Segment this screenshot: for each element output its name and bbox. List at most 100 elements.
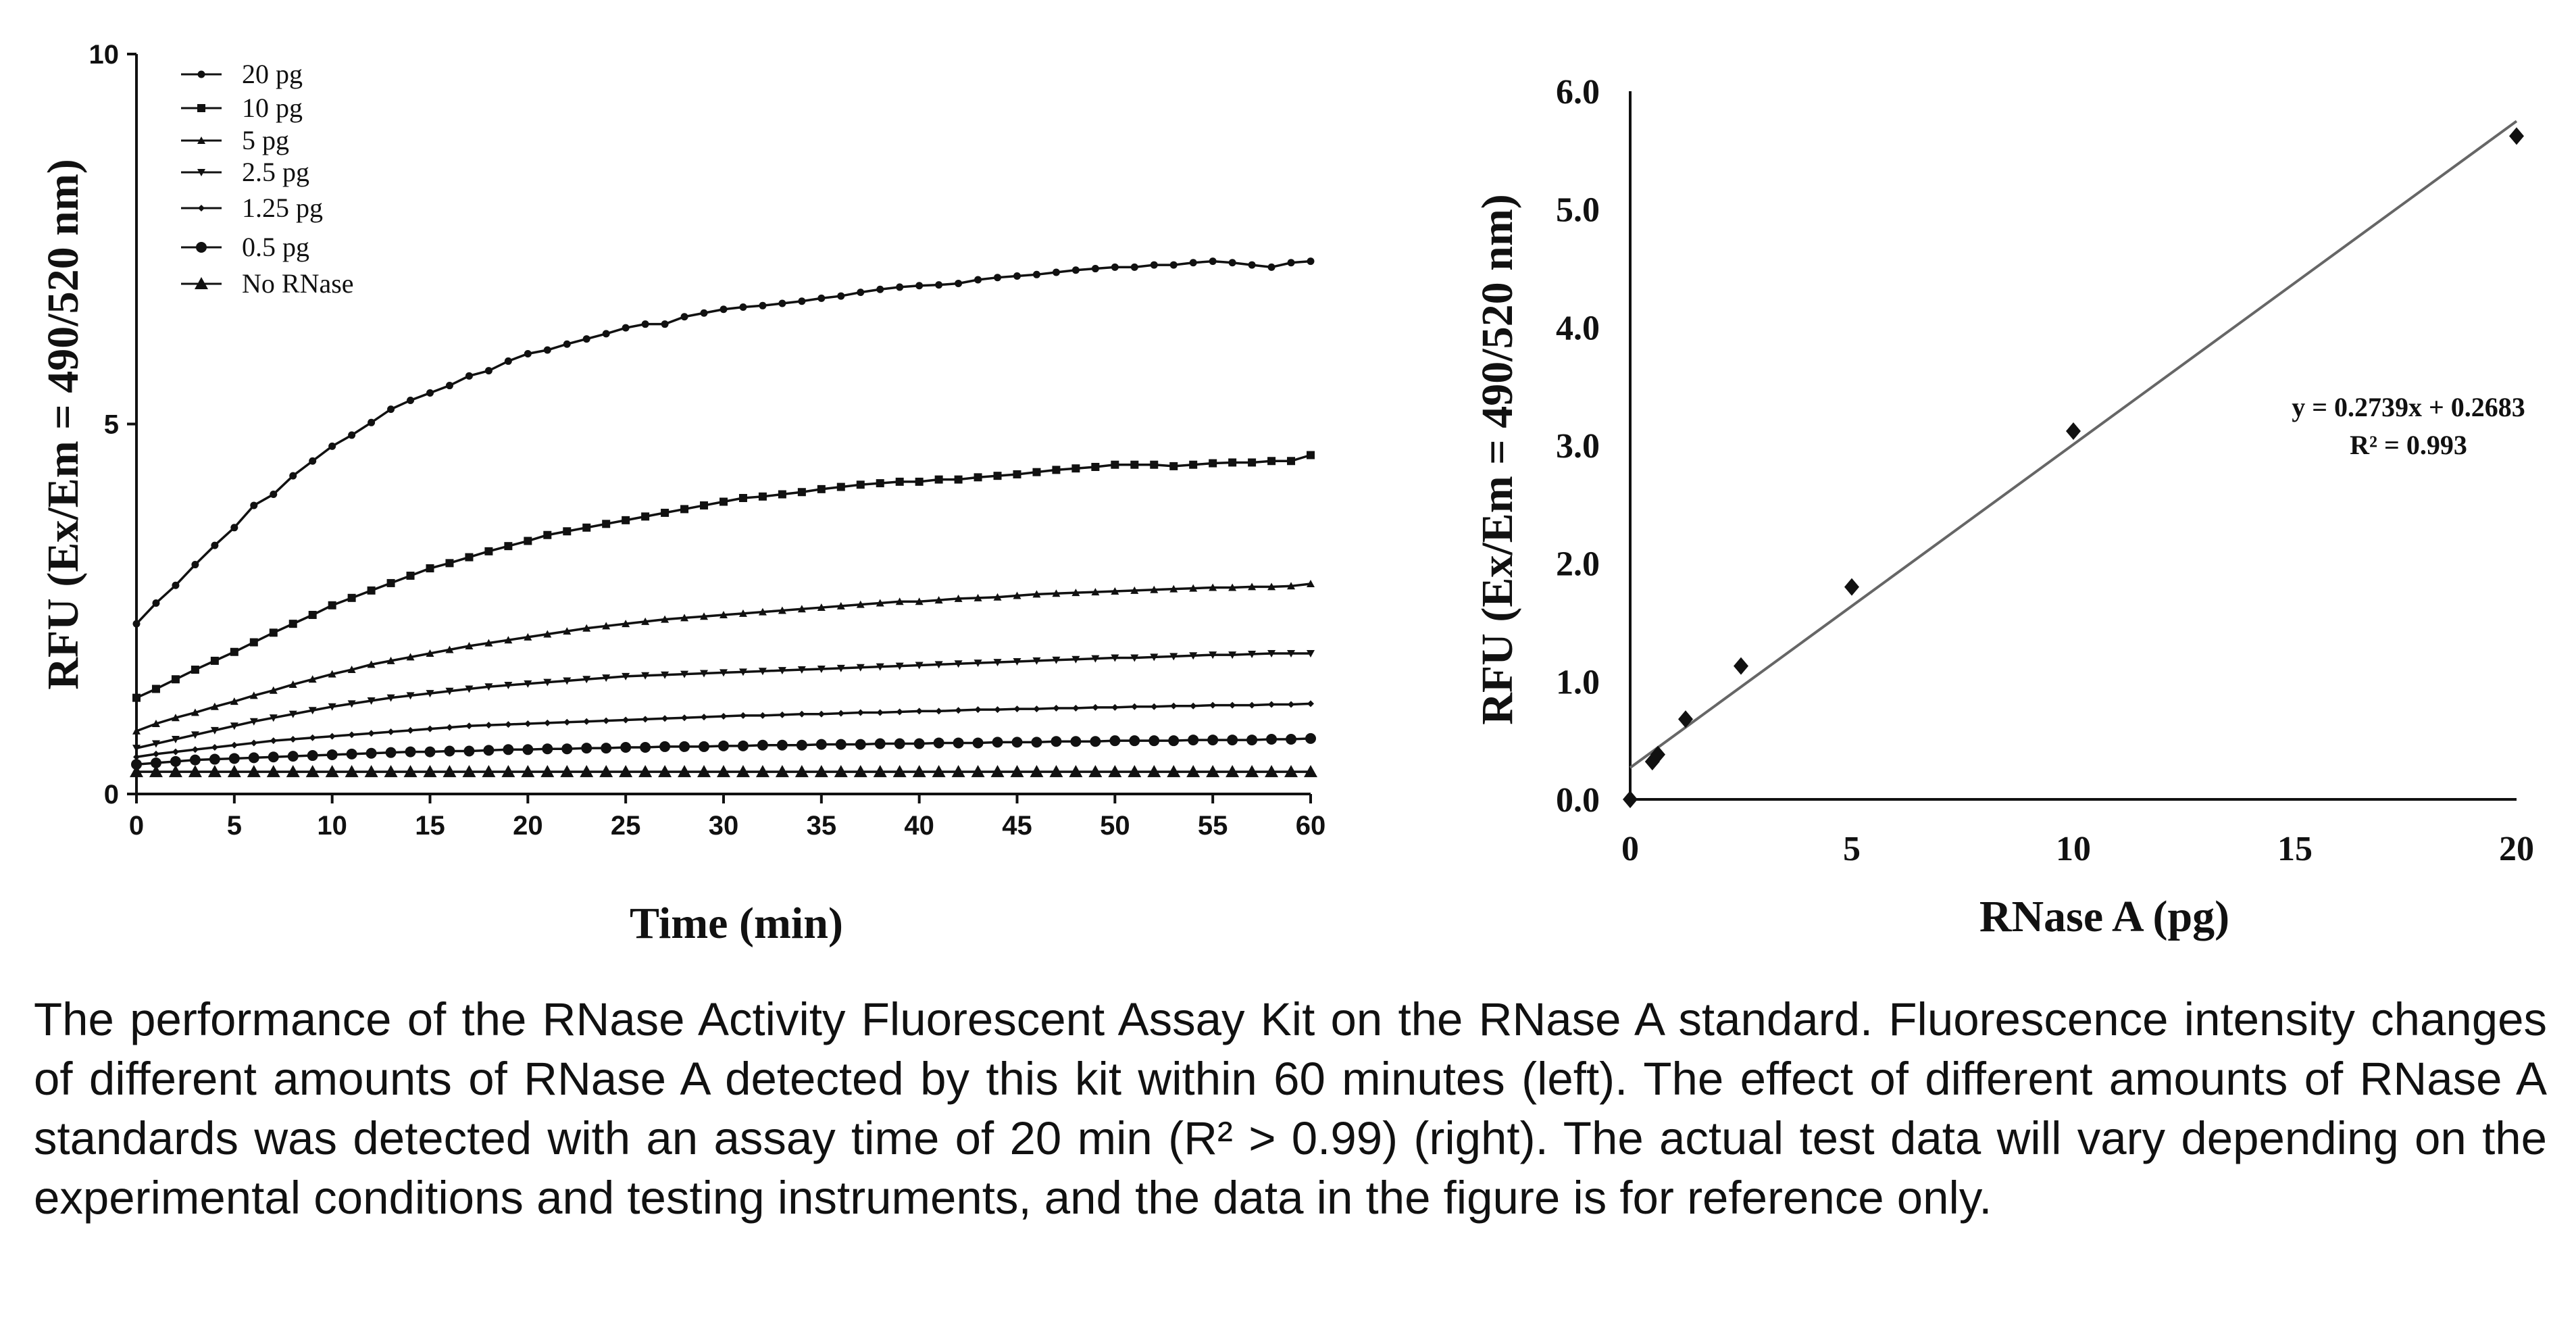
data-point [1111, 587, 1119, 595]
right-y-tick-label: 1.0 [1556, 663, 1600, 701]
data-point [935, 281, 943, 289]
data-point [1129, 735, 1140, 747]
data-point [210, 656, 219, 665]
data-point [582, 523, 591, 532]
data-point [658, 765, 672, 778]
data-point [561, 743, 573, 755]
data-point [757, 739, 768, 751]
legend-marker [198, 205, 205, 212]
standard-point [1678, 710, 1693, 728]
data-point [680, 614, 689, 622]
data-point [151, 740, 160, 748]
data-point [719, 305, 728, 314]
left-y-axis-label: RFU (Ex/Em = 490/520 nm) [39, 159, 88, 690]
data-point [1033, 705, 1040, 713]
data-point [1032, 590, 1041, 598]
data-point [892, 765, 907, 778]
data-point [661, 671, 670, 679]
data-point [1287, 582, 1296, 590]
data-point [266, 765, 280, 778]
data-point [1088, 765, 1103, 778]
data-point [367, 586, 376, 595]
data-point [347, 700, 356, 708]
data-point [895, 597, 904, 605]
data-point [484, 683, 493, 691]
data-point [1169, 462, 1178, 470]
data-point [308, 675, 317, 683]
data-point [1304, 765, 1317, 778]
data-point [894, 738, 905, 749]
data-point [697, 765, 711, 778]
data-point [582, 676, 591, 684]
data-point [1071, 589, 1080, 597]
data-point [132, 693, 141, 702]
data-point [661, 508, 670, 517]
data-point [955, 279, 963, 287]
data-point [797, 666, 806, 674]
data-point [426, 564, 434, 573]
data-point [932, 765, 946, 778]
data-point [543, 530, 552, 539]
right-y-tick-label: 0.0 [1556, 781, 1600, 820]
data-point [1013, 657, 1021, 666]
data-point [971, 765, 985, 778]
data-point [817, 603, 826, 612]
data-point [895, 662, 904, 670]
data-point [622, 672, 630, 680]
data-point [1288, 701, 1295, 708]
data-point [718, 740, 729, 751]
data-point [1150, 460, 1159, 469]
data-point [798, 710, 805, 718]
data-point [424, 746, 436, 757]
data-point [269, 628, 278, 637]
data-point [915, 477, 924, 486]
data-point [1267, 582, 1276, 591]
left-x-tick-label: 30 [709, 811, 739, 841]
data-point [1069, 765, 1083, 778]
data-point [151, 685, 160, 693]
data-point [1228, 259, 1236, 267]
data-point [994, 274, 1002, 282]
left-x-tick-label: 45 [1002, 811, 1032, 841]
data-point [1169, 653, 1178, 661]
data-point [149, 765, 163, 778]
data-point [385, 747, 397, 758]
data-point [856, 600, 865, 608]
data-point [794, 765, 809, 778]
data-point [1189, 584, 1198, 592]
data-point [817, 484, 826, 493]
data-point [1209, 257, 1217, 266]
data-point [132, 745, 141, 753]
left-x-tick-label: 15 [415, 811, 445, 841]
data-point [622, 516, 630, 524]
data-point [681, 714, 688, 722]
data-point [522, 744, 534, 755]
data-point [1307, 451, 1315, 459]
data-point [896, 283, 904, 291]
data-point [583, 718, 590, 725]
data-point [974, 276, 982, 284]
data-point [543, 630, 552, 638]
data-point [853, 765, 867, 778]
data-point [1071, 266, 1080, 274]
data-point [1052, 656, 1061, 664]
data-point [934, 661, 943, 669]
data-point [1111, 263, 1119, 271]
data-point [798, 297, 806, 305]
data-point [817, 665, 826, 673]
data-point [1188, 735, 1199, 746]
data-point [699, 741, 710, 752]
series-no-rnase [130, 765, 1317, 778]
data-point [1189, 652, 1198, 660]
data-point [465, 722, 473, 730]
data-point [230, 647, 238, 656]
data-point [446, 724, 453, 731]
data-point [992, 737, 1003, 748]
data-point [759, 712, 766, 719]
left-x-tick-label: 20 [513, 811, 543, 841]
data-point [622, 324, 630, 332]
data-point [426, 725, 434, 732]
data-point [211, 744, 218, 751]
data-point [1091, 588, 1100, 596]
data-point [974, 593, 982, 601]
